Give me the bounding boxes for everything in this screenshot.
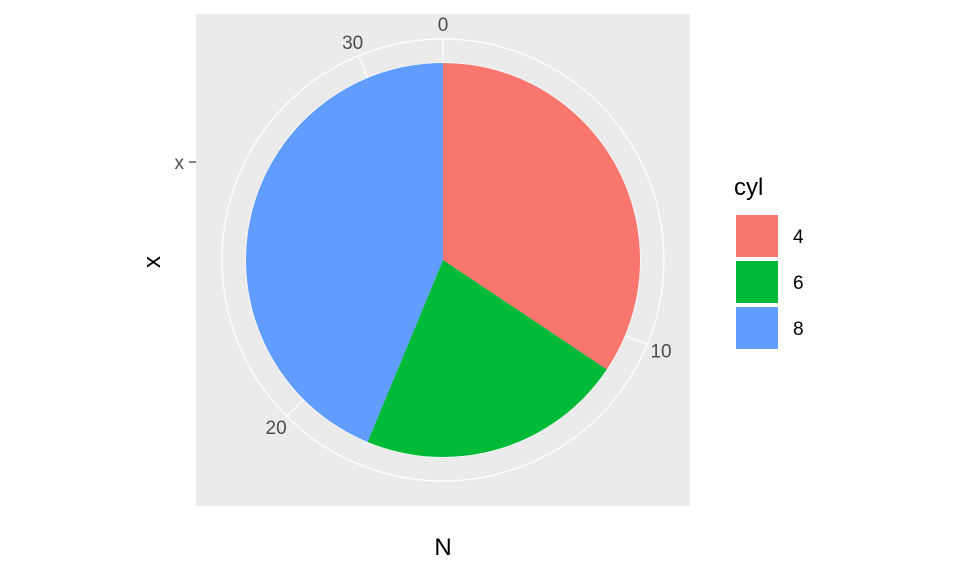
radial-tick-label-0: 0 [438, 15, 449, 36]
legend-title: cyl [734, 174, 763, 201]
y-axis-title: x [139, 256, 166, 268]
radial-tick-label-20: 20 [266, 418, 287, 439]
pie-slice-cyl-8 [246, 63, 443, 443]
legend-label-4: 4 [793, 227, 804, 248]
radial-tick-labels: 0 10 20 30 [266, 15, 672, 439]
x-axis-title: N [434, 534, 451, 561]
pie-slice-cyl-4 [443, 63, 640, 370]
radial-tick-label-30: 30 [342, 33, 363, 54]
legend-key-4 [736, 215, 778, 257]
y-axis-tick-label: x [175, 153, 185, 174]
legend: cyl 4 6 8 [734, 174, 804, 349]
legend-key-6 [736, 261, 778, 303]
grid-spoke-20 [286, 398, 305, 417]
pie-slice-cyl-6 [367, 260, 607, 457]
grid-spoke-10 [624, 334, 648, 346]
legend-key-8 [736, 307, 778, 349]
grid-spoke-30 [357, 55, 369, 79]
legend-label-8: 8 [793, 319, 804, 340]
radial-tick-label-10: 10 [650, 341, 671, 362]
legend-label-6: 6 [793, 273, 804, 294]
pie-slices [246, 63, 640, 457]
